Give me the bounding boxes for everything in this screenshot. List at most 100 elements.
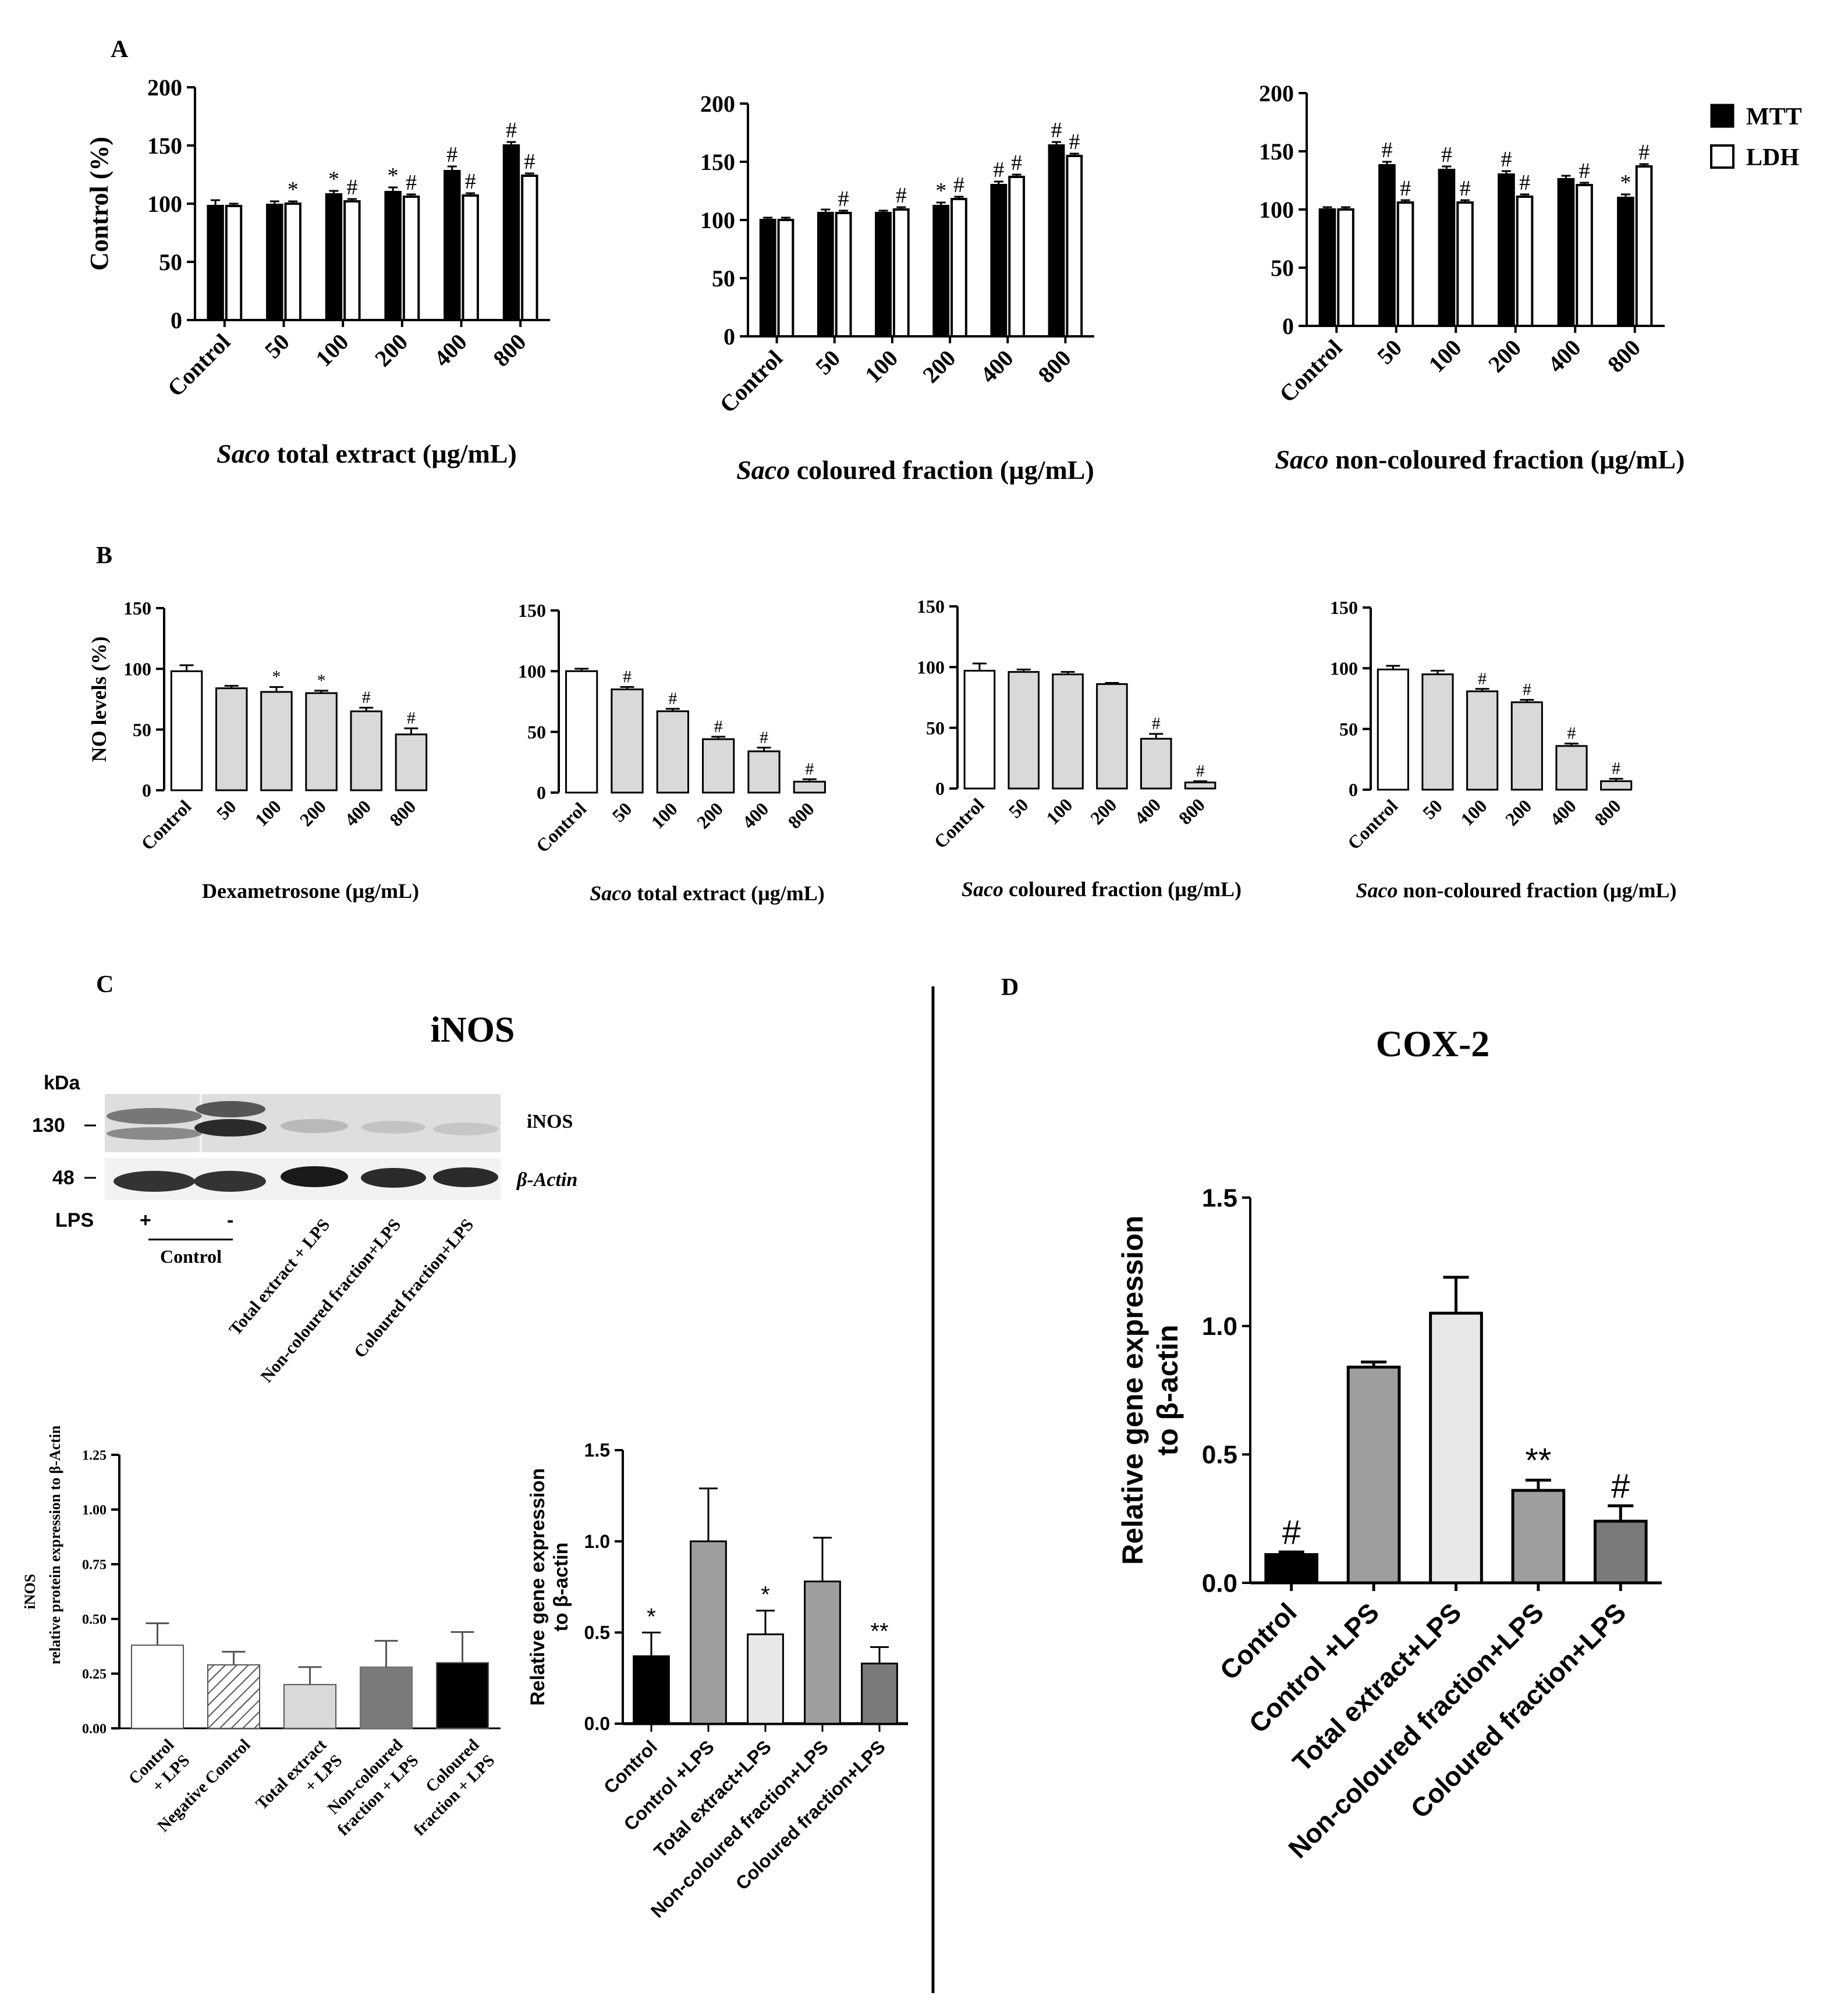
- lane-label-coloured: Coloured fraction+LPS: [350, 1215, 478, 1362]
- x-tick-label: 100: [310, 329, 353, 372]
- bar: [1555, 745, 1588, 791]
- y-tick-label: 100: [700, 207, 735, 233]
- bar: [1140, 737, 1172, 790]
- x-tick-label: 50: [260, 329, 295, 364]
- x-tick-label: 400: [1546, 795, 1580, 829]
- kda-label: kDa: [44, 1072, 80, 1094]
- x-axis-title: Dexametrosone (µg/mL): [202, 879, 419, 903]
- chart-b-total-extract: 0 50 100 150 Control #50 #100 #200 #400 #800 Saco …: [518, 600, 826, 905]
- bar-mtt: [875, 212, 892, 338]
- legend-label-mtt: MTT: [1746, 104, 1802, 130]
- panel-label-b: B: [96, 542, 112, 569]
- bar-mtt: [1438, 169, 1456, 327]
- bar-ldh: [284, 203, 302, 321]
- bar: [305, 692, 338, 791]
- bar: [861, 1663, 898, 1725]
- significance-mark: #: [524, 150, 535, 174]
- y-tick-label: 50: [1339, 719, 1358, 740]
- x-tick-label: 400: [340, 795, 375, 830]
- inos-band-lane1: [107, 1108, 202, 1124]
- significance-mark: #: [714, 717, 723, 736]
- significance-mark: *: [317, 671, 326, 690]
- x-tick-label: 800: [1175, 794, 1209, 828]
- chart-title: COX-2: [1376, 1023, 1490, 1064]
- y-tick-label: 100: [518, 661, 546, 682]
- bar-mtt: [932, 205, 950, 338]
- x-tick-label: 50: [1372, 335, 1407, 370]
- y-tick-label: 1.0: [1202, 1312, 1237, 1341]
- x-tick-label: 800: [783, 798, 818, 832]
- significance-mark: #: [465, 169, 476, 194]
- panel-label-a: A: [111, 36, 129, 63]
- significance-mark: *: [1620, 171, 1631, 195]
- x-tick-label: Colouredfraction + LPS: [395, 1735, 499, 1839]
- y-tick-label: 100: [123, 659, 151, 680]
- bar: [283, 1684, 337, 1729]
- significance-mark: *: [935, 179, 946, 203]
- significance-mark: #: [953, 173, 964, 197]
- significance-mark: #: [407, 709, 416, 728]
- x-tick-label: 50: [212, 795, 240, 823]
- bar: [1096, 683, 1128, 790]
- significance-mark: #: [406, 171, 417, 195]
- y-tick-label: 0.5: [584, 1622, 610, 1643]
- significance-mark: **: [1525, 1441, 1551, 1479]
- band-label-inos: iNOS: [527, 1111, 573, 1132]
- x-tick-label: Control: [162, 329, 236, 402]
- x-axis-title: Saco total extract (µg/mL): [217, 439, 517, 468]
- bar-mtt: [207, 205, 224, 321]
- bar-mtt: [266, 204, 283, 321]
- bar: [1510, 701, 1543, 791]
- inos-band-lane2: [196, 1101, 265, 1117]
- x-tick-label: 800: [1602, 335, 1645, 378]
- bar: [170, 670, 203, 791]
- x-tick-label: 200: [1483, 335, 1526, 378]
- y-tick-label: 0: [171, 307, 182, 333]
- significance-mark: #: [1011, 151, 1022, 175]
- y-tick-label: 50: [712, 265, 735, 292]
- significance-mark: *: [388, 164, 399, 188]
- significance-mark: #: [1196, 761, 1205, 780]
- bar: [1600, 780, 1633, 791]
- x-tick-label: 100: [860, 345, 903, 388]
- chart-b-coloured-fraction: 0 50 100 150 Control 50 100 200 #400 #800 Saco col…: [917, 596, 1242, 901]
- bar-mtt: [1617, 197, 1634, 327]
- y-axis-title: NO levels (%): [87, 637, 111, 762]
- panel-label-c: C: [96, 971, 113, 998]
- bar: [747, 1633, 784, 1725]
- y-tick-label: 150: [700, 149, 735, 175]
- y-tick-label: 150: [1259, 138, 1294, 165]
- y-axis-title: Relative gene expression: [527, 1468, 549, 1706]
- bar: [1511, 1489, 1566, 1585]
- significance-mark: #: [623, 667, 632, 686]
- y-tick-label: 1.0: [584, 1531, 610, 1552]
- marker-48: 48: [52, 1167, 75, 1189]
- bar: [215, 687, 248, 791]
- bar-ldh: [1396, 201, 1414, 327]
- y-tick-label: 200: [1259, 80, 1294, 106]
- bar: [1466, 690, 1499, 791]
- bar-ldh: [777, 219, 794, 338]
- bar-ldh: [1456, 201, 1474, 327]
- significance-mark: #: [346, 175, 357, 200]
- bar-mtt: [1048, 144, 1065, 338]
- x-axis-title: Saco non-coloured fraction (µg/mL): [1275, 445, 1684, 474]
- y-tick-label: 100: [1259, 197, 1294, 223]
- y-axis-title: iNOS: [22, 1574, 38, 1610]
- y-axis-title: Relative gene expression: [1116, 1216, 1149, 1565]
- y-tick-label: 0: [1282, 313, 1294, 339]
- x-tick-label: 400: [738, 798, 772, 832]
- x-tick-label: 100: [250, 795, 285, 830]
- bar: [260, 691, 293, 791]
- bar: [350, 710, 382, 791]
- bar-mtt: [444, 170, 461, 321]
- y-tick-label: 100: [917, 657, 945, 678]
- bar-ldh: [1008, 176, 1026, 338]
- x-tick-label: 800: [1033, 345, 1076, 388]
- bar: [611, 688, 644, 794]
- bar: [702, 738, 735, 794]
- y-tick-label: 50: [926, 718, 945, 738]
- bar-ldh: [892, 208, 910, 338]
- bar-ldh: [1576, 184, 1593, 327]
